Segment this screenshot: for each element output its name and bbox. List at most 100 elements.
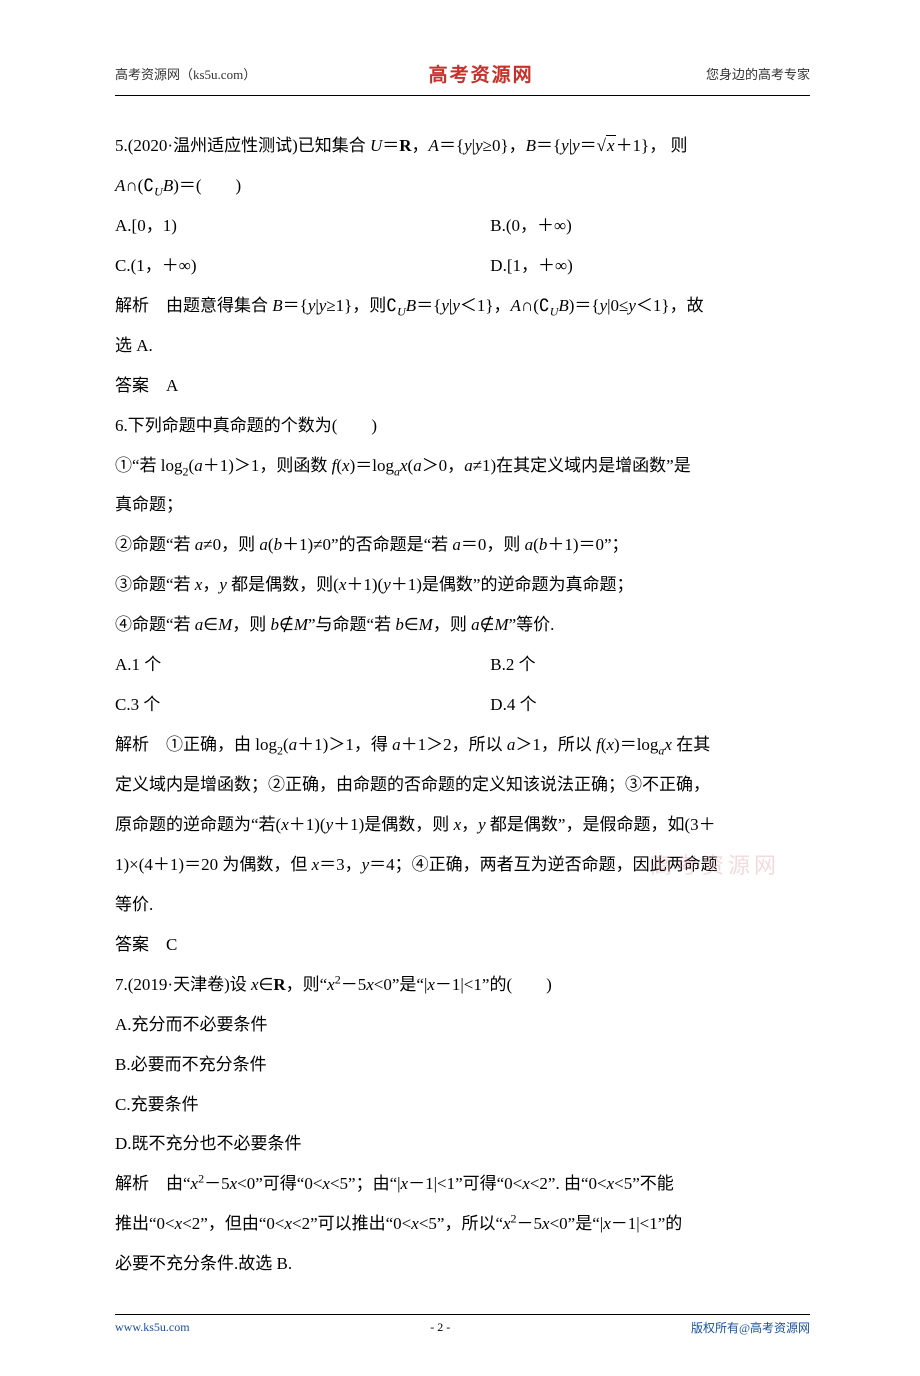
text: )＝log: [350, 456, 394, 475]
text: ≠0，则: [203, 535, 259, 554]
q6-p4: ④命题“若 a∈M，则 b∉M”与命题“若 b∈M，则 a∉M”等价.: [115, 605, 810, 645]
text: ∉: [480, 615, 495, 634]
q6-jiexi2: 定义域内是增函数；②正确，由命题的否命题的定义知该说法正确；③不正确，: [115, 765, 810, 805]
q5-options-row1: A.[0，1) B.(0，＋∞): [115, 206, 810, 246]
text: ①正确，由 log: [149, 735, 277, 754]
text: ＝{: [536, 136, 561, 155]
var: y: [441, 296, 449, 315]
var-U: U: [370, 136, 382, 155]
text: ＋1)(: [346, 575, 383, 594]
q6-p2: ②命题“若 a≠0，则 a(b＋1)≠0”的否命题是“若 a＝0，则 a(b＋1…: [115, 525, 810, 565]
q7-jiexi3: 必要不充分条件.故选 B.: [115, 1244, 810, 1284]
q7-optC: C.充要条件: [115, 1085, 810, 1125]
text: 由“: [149, 1174, 191, 1193]
var-y: y: [464, 136, 472, 155]
var: x: [522, 1174, 530, 1193]
text: 1)×(4＋1)＝20 为偶数，但: [115, 855, 312, 874]
q6-options-row1: A.1 个 B.2 个: [115, 645, 810, 685]
var: y: [219, 575, 227, 594]
var-A: A: [429, 136, 439, 155]
text: 7.(2019·天津卷)设: [115, 975, 251, 994]
q6-jiexi: 解析 ①正确，由 log2(a＋1)＞1，得 a＋1＞2，所以 a＞1，所以 f…: [115, 725, 810, 765]
var: x: [606, 735, 614, 754]
var: y: [600, 296, 608, 315]
var: x: [312, 855, 320, 874]
text: ＝3，: [319, 855, 362, 874]
text: <0”可得“0<: [237, 1174, 322, 1193]
text: <2”可以推出“0<: [292, 1214, 411, 1233]
footer-right: 版权所有@高考资源网: [691, 1319, 810, 1336]
header-right: 您身边的高考专家: [706, 64, 810, 83]
var: x: [284, 1214, 292, 1233]
text: －1|<1”的: [611, 1214, 683, 1233]
var: y: [452, 296, 460, 315]
sqrt-icon: √x: [597, 126, 616, 166]
var-y: y: [561, 136, 569, 155]
text: 由题意得集合: [149, 296, 272, 315]
text: <5”，所以“: [419, 1214, 503, 1233]
q6-p3: ③命题“若 x，y 都是偶数，则(x＋1)(y＋1)是偶数”的逆命题为真命题；: [115, 565, 810, 605]
var: A: [511, 296, 521, 315]
q7-optA: A.充分而不必要条件: [115, 1005, 810, 1045]
var: y: [326, 815, 334, 834]
page-footer: www.ks5u.com - 2 - 版权所有@高考资源网: [115, 1319, 810, 1336]
text: 都是偶数，则(: [227, 575, 339, 594]
text: <2”. 由“0<: [530, 1174, 607, 1193]
var: a: [525, 535, 534, 554]
sub-U: U: [154, 184, 163, 198]
text: ∈: [203, 615, 218, 634]
text: ”等价.: [509, 615, 555, 634]
q7-jiexi: 解析 由“x2－5x<0”可得“0<x<5”；由“|x－1|<1”可得“0<x<…: [115, 1164, 810, 1204]
q6-jiexi5: 等价.: [115, 885, 810, 925]
text: ＝0，则: [461, 535, 525, 554]
q6-options-row2: C.3 个 D.4 个: [115, 685, 810, 725]
text: ，则: [433, 615, 471, 634]
var: a: [452, 535, 461, 554]
text: ＋1}， 则: [616, 136, 688, 155]
text: ≥1}，则∁: [326, 296, 397, 315]
q5-optB: B.(0，＋∞): [490, 206, 810, 246]
text: <5”；由“|: [330, 1174, 401, 1193]
header-left: 高考资源网（ks5u.com）: [115, 64, 256, 83]
q7-optD: D.既不充分也不必要条件: [115, 1124, 810, 1164]
q5-stem: 5.(2020·温州适应性测试)已知集合 U＝R，A＝{y|y≥0}，B＝{y|…: [115, 126, 810, 166]
q7-stem: 7.(2019·天津卷)设 x∈R，则“x2－5x<0”是“|x－1|<1”的(…: [115, 965, 810, 1005]
text: ＜1}，故: [636, 296, 704, 315]
var: x: [366, 975, 374, 994]
q6-p1: ①“若 log2(a＋1)＞1，则函数 f(x)＝logax(a＞0，a≠1)在…: [115, 446, 810, 486]
q6-jiexi3: 原命题的逆命题为“若(x＋1)(y＋1)是偶数，则 x，y 都是偶数”，是假命题…: [115, 805, 810, 845]
var: x: [542, 1214, 550, 1233]
text: －1|<1”的( ): [435, 975, 552, 994]
text: ＋1)＞1，则函数: [203, 456, 332, 475]
var: y: [383, 575, 391, 594]
var: M: [218, 615, 232, 634]
var-B: B: [526, 136, 536, 155]
text: ＋1)≠0”的否命题是“若: [282, 535, 452, 554]
jiexi-label: 解析: [115, 296, 149, 315]
text: <2”，但由“0<: [182, 1214, 284, 1233]
var: b: [274, 535, 283, 554]
var: x: [281, 815, 289, 834]
text: ＝{: [416, 296, 441, 315]
text: ＝: [382, 136, 399, 155]
var: B: [558, 296, 568, 315]
var: x: [251, 975, 259, 994]
text: ”与命题“若: [308, 615, 395, 634]
var: x: [607, 1174, 615, 1193]
text: ＝4；④正确，两者互为逆否命题，因此两命题: [369, 855, 718, 874]
var-B: B: [163, 176, 173, 195]
text: <5”不能: [614, 1174, 674, 1193]
var: M: [419, 615, 433, 634]
q6-stem: 6.下列命题中真命题的个数为( ): [115, 406, 810, 446]
var: x: [411, 1214, 419, 1233]
q7-optB: B.必要而不充分条件: [115, 1045, 810, 1085]
text: ，: [461, 815, 478, 834]
text: |0≤: [607, 296, 628, 315]
footer-left: www.ks5u.com: [115, 1320, 190, 1335]
var-y: y: [475, 136, 483, 155]
var: a: [471, 615, 480, 634]
q6-optB: B.2 个: [490, 645, 810, 685]
text: －5: [341, 975, 367, 994]
set-R: R: [399, 136, 411, 155]
text: 5.(2020·温州适应性测试)已知集合: [115, 136, 370, 155]
